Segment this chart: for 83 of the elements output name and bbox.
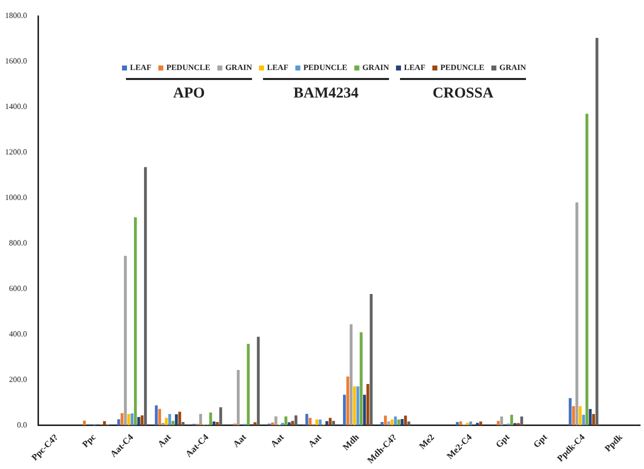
x-tick-label: Aat bbox=[231, 432, 248, 449]
bar bbox=[592, 414, 596, 426]
bar bbox=[274, 416, 278, 426]
bar bbox=[144, 167, 147, 426]
bar bbox=[103, 421, 106, 426]
x-tick-label: Ppc bbox=[80, 432, 98, 450]
bar bbox=[130, 413, 134, 426]
bar bbox=[350, 324, 353, 426]
annotation: BAM4234 bbox=[294, 85, 359, 102]
x-tick-label: Gpt bbox=[531, 432, 549, 450]
bar bbox=[294, 415, 298, 426]
bar bbox=[182, 422, 184, 426]
legend-label: GRAIN bbox=[225, 63, 252, 72]
legend-label: LEAF bbox=[404, 63, 426, 72]
bar bbox=[500, 416, 504, 426]
legend-label: GRAIN bbox=[362, 63, 390, 72]
bar bbox=[308, 418, 312, 426]
legend-label: PEDUNCLE bbox=[166, 63, 210, 72]
x-tick-label: Aat bbox=[156, 432, 173, 449]
bar bbox=[363, 394, 366, 426]
bar bbox=[140, 415, 144, 426]
y-tick-label: 1600.0 bbox=[5, 56, 27, 66]
bar bbox=[162, 422, 164, 426]
bar bbox=[360, 332, 363, 426]
bar bbox=[284, 416, 288, 426]
bar bbox=[271, 422, 274, 426]
bar bbox=[120, 413, 124, 426]
y-tick-label: 400.0 bbox=[9, 329, 27, 338]
bar bbox=[459, 421, 462, 426]
bar bbox=[82, 420, 86, 426]
y-tick-label: 1800.0 bbox=[5, 11, 27, 20]
legend-label: PEDUNCLE bbox=[440, 63, 484, 72]
y-tick-label: 0.0 bbox=[17, 420, 27, 430]
bar bbox=[172, 420, 174, 426]
bar bbox=[476, 422, 479, 426]
bar bbox=[343, 394, 346, 426]
y-tick-label: 600.0 bbox=[9, 284, 27, 293]
y-tick-label: 800.0 bbox=[9, 238, 27, 248]
x-tick-label: Me2 bbox=[417, 432, 436, 452]
bar bbox=[582, 414, 585, 426]
annotation: APO bbox=[173, 85, 205, 102]
bar bbox=[585, 114, 588, 426]
bar bbox=[291, 420, 294, 426]
bar bbox=[390, 420, 394, 426]
x-tick-label: Mdh bbox=[340, 432, 361, 452]
bar bbox=[199, 414, 202, 426]
y-tick-label: 1000.0 bbox=[5, 192, 27, 202]
annotation: CROSSA bbox=[432, 85, 494, 102]
bar bbox=[394, 416, 397, 426]
bar bbox=[209, 412, 212, 426]
legend-label: LEAF bbox=[130, 63, 152, 72]
x-tick-label: Aat bbox=[306, 432, 324, 449]
bar bbox=[384, 416, 387, 426]
bar bbox=[281, 422, 284, 426]
x-tick-label: Aat bbox=[268, 432, 286, 449]
bar bbox=[332, 420, 335, 426]
bar bbox=[134, 217, 137, 426]
y-tick-label: 1400.0 bbox=[5, 102, 27, 112]
y-tick-label: 200.0 bbox=[9, 374, 27, 384]
x-tick-label: Gpt bbox=[494, 432, 512, 450]
bar bbox=[158, 408, 162, 426]
bar bbox=[124, 256, 127, 426]
bar bbox=[174, 414, 178, 426]
bar bbox=[510, 414, 514, 426]
bar bbox=[366, 384, 370, 426]
legend-label: GRAIN bbox=[499, 63, 526, 72]
bar bbox=[212, 422, 216, 426]
bar bbox=[353, 386, 356, 426]
legend-label: PEDUNCLE bbox=[303, 63, 348, 72]
bar bbox=[380, 422, 384, 426]
legend-label: LEAF bbox=[266, 63, 288, 72]
bar bbox=[164, 418, 168, 426]
bar bbox=[325, 421, 328, 426]
bar bbox=[315, 420, 318, 426]
bar bbox=[466, 422, 469, 426]
bar bbox=[216, 422, 219, 426]
bar bbox=[575, 202, 578, 426]
y-tick-label: 1200.0 bbox=[5, 147, 27, 156]
bar bbox=[572, 406, 575, 426]
bar bbox=[254, 422, 256, 426]
bar bbox=[404, 416, 407, 426]
bar bbox=[596, 38, 598, 426]
bar bbox=[400, 419, 404, 426]
